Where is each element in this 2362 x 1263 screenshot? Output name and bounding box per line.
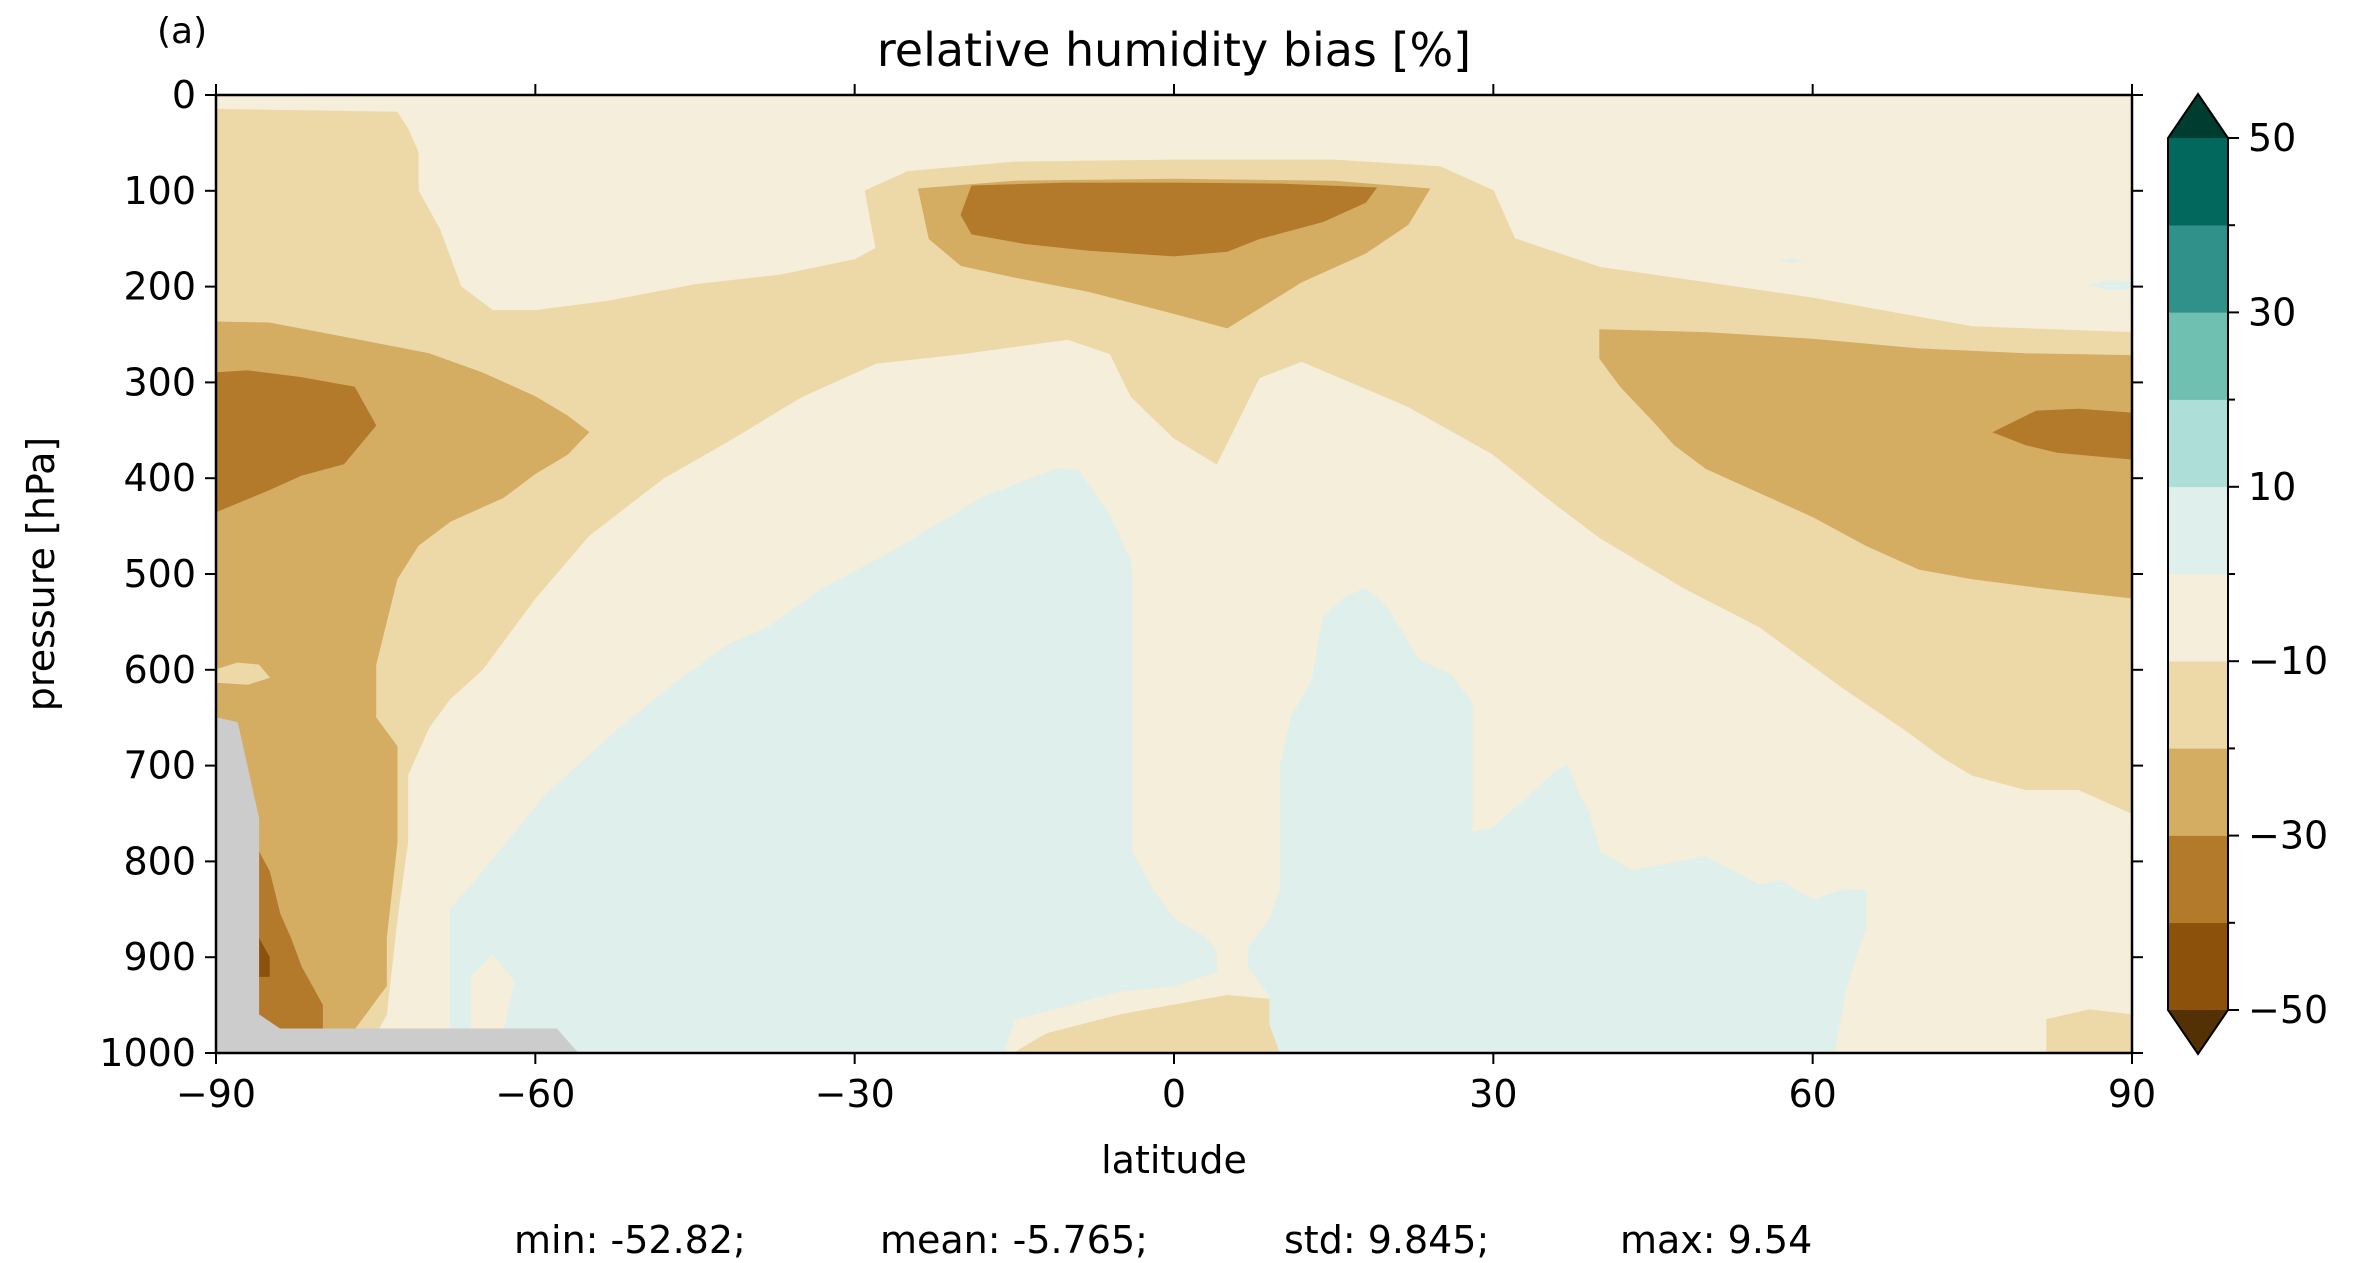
y-tick-label: 200 (123, 265, 196, 309)
contour-region-2 (1013, 994, 1281, 1053)
y-tick-label: 900 (123, 935, 196, 979)
y-tick-label: 800 (123, 839, 196, 883)
colorbar-tick-label: 10 (2248, 465, 2296, 509)
colorbar: −50 −30 −10 10 30 50 (2167, 92, 2328, 1056)
colorbar-segment (2167, 748, 2229, 836)
contour-region-4 (216, 321, 590, 1030)
contour-region-7 (216, 370, 377, 513)
colorbar-segment (2167, 660, 2229, 749)
colorbar-segment (2167, 573, 2229, 662)
y-tick-label: 0 (172, 73, 196, 117)
colorbar-tick-label: 50 (2248, 116, 2296, 160)
colorbar-tick-label: −50 (2248, 988, 2328, 1032)
x-tick-label: −30 (815, 1072, 895, 1116)
y-axis-label: pressure [hPa] (19, 437, 63, 711)
contour-region-9 (1992, 408, 2132, 460)
colorbar-extend-top (2168, 94, 2228, 138)
contour-region-19 (216, 717, 579, 1053)
colorbar-segment (2167, 922, 2229, 1011)
contour-region-12 (216, 662, 271, 685)
contour-region-6 (1599, 329, 2132, 599)
stat-std: std: 9.845; (1284, 1218, 1489, 1262)
colorbar-tick-label: −10 (2248, 639, 2328, 683)
contour-region-16 (1780, 258, 1803, 264)
contour-region-13 (449, 468, 1218, 1053)
colorbar-extend-bottom (2168, 1010, 2228, 1054)
contour-region-3 (2046, 1009, 2132, 1053)
x-tick-label: 0 (1162, 1072, 1186, 1116)
colorbar-tick-label: 30 (2248, 290, 2296, 334)
y-axis: 0 100 200 300 400 500 600 700 800 900 1000 (99, 73, 2143, 1075)
contour-region-8 (960, 182, 1378, 257)
x-tick-label: 60 (1788, 1072, 1836, 1116)
x-tick-label: 30 (1469, 1072, 1517, 1116)
y-tick-label: 700 (123, 744, 196, 788)
x-axis: −90 −60 −30 0 30 60 90 (176, 84, 2156, 1116)
panel-label: (a) (157, 11, 207, 52)
y-tick-label: 600 (123, 648, 196, 692)
stat-max: max: 9.54 (1620, 1218, 1812, 1262)
y-tick-label: 1000 (99, 1031, 196, 1075)
colorbar-segment (2167, 224, 2229, 313)
x-tick-label: −90 (176, 1072, 256, 1116)
stat-mean: mean: -5.765; (880, 1218, 1148, 1262)
colorbar-segment (2167, 486, 2229, 575)
chart-title: relative humidity bias [%] (877, 23, 1471, 77)
colorbar-segment (2167, 399, 2229, 488)
y-tick-label: 400 (123, 456, 196, 500)
colorbar-segment (2167, 835, 2229, 924)
y-tick-label: 500 (123, 552, 196, 596)
colorbar-tick-label: −30 (2248, 814, 2328, 858)
y-tick-label: 100 (123, 169, 196, 213)
contour-region-17 (2089, 280, 2132, 291)
x-axis-label: latitude (1101, 1138, 1247, 1182)
colorbar-segment (2167, 312, 2229, 400)
y-tick-label: 300 (123, 360, 196, 404)
contour-region-14 (1248, 587, 1867, 1053)
stat-min: min: -52.82; (514, 1218, 746, 1262)
contour-field (216, 95, 2132, 1053)
x-tick-label: 90 (2108, 1072, 2156, 1116)
colorbar-segment (2167, 137, 2229, 226)
x-tick-label: −60 (495, 1072, 575, 1116)
